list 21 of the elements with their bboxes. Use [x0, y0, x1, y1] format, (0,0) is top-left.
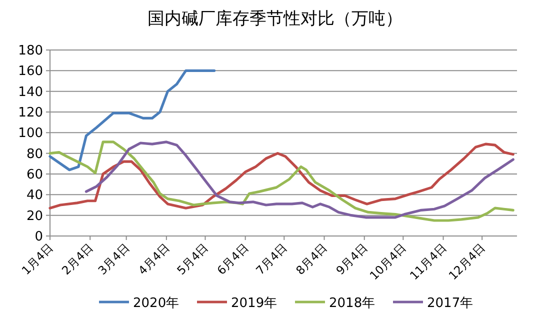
legend-label: 2019年 [231, 296, 278, 311]
x-tick-label: 4月4日 [135, 240, 173, 278]
x-tick-label: 2月4日 [59, 240, 96, 278]
legend-label: 2017年 [427, 296, 474, 311]
y-tick-label: 160 [18, 64, 43, 80]
y-tick-label: 100 [18, 126, 43, 142]
x-tick-label: 7月4日 [253, 240, 290, 278]
y-tick-label: 80 [26, 146, 43, 162]
y-tick-label: 20 [26, 208, 43, 224]
x-tick-label: 5月4日 [174, 240, 212, 278]
x-tick-label: 6月4日 [214, 240, 252, 278]
legend-label: 2020年 [133, 296, 180, 311]
y-tick-label: 60 [26, 168, 43, 182]
x-tick-label: 3月4日 [95, 240, 132, 278]
chart-title: 国内碱厂库存季节性对比（万吨） [148, 9, 402, 29]
y-tick-label: 140 [18, 84, 43, 100]
x-tick-label: 8月4日 [293, 240, 330, 278]
y-tick-label: 40 [26, 188, 43, 204]
y-tick-label: 180 [18, 44, 43, 58]
y-tick-label: 120 [18, 106, 43, 120]
legend-label: 2018年 [329, 296, 376, 311]
